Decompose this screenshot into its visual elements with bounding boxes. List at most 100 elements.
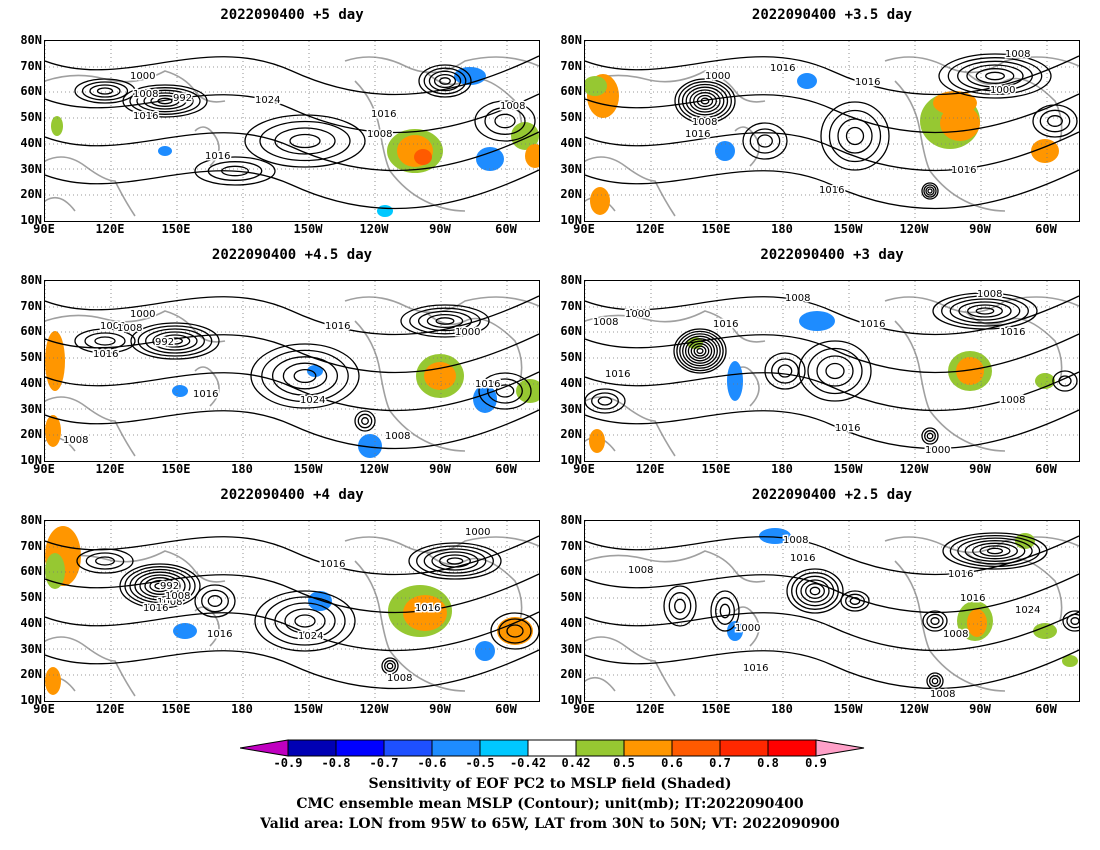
lon-tick-label: 150W — [833, 222, 863, 236]
shading-region — [51, 116, 63, 136]
contour-label: 1016 — [790, 553, 815, 564]
lat-tick-label: 70N — [20, 538, 42, 553]
lat-tick-label: 10N — [20, 692, 42, 707]
colorbar-tick-label: 0.7 — [709, 756, 731, 770]
contour-label: 1016 — [371, 109, 396, 120]
panel-title: 2022090400 +4 day — [220, 487, 364, 503]
lat-tick-label: 80N — [560, 273, 582, 287]
colorbar-tick-label: -0.7 — [369, 756, 399, 770]
colorbar-tick-label: 0.8 — [757, 756, 779, 770]
lat-tick-label: 30N — [20, 641, 42, 656]
lat-tick-label: 20N — [560, 187, 582, 202]
contour-label: 1016 — [1000, 327, 1025, 338]
lon-tick-label: 60W — [495, 462, 517, 476]
contour-label: 1016 — [415, 603, 440, 614]
lon-tick-label: 120W — [359, 462, 389, 476]
mslp-contours — [45, 295, 539, 450]
lon-tick-label: 90E — [33, 222, 55, 236]
sensitivity-shading — [585, 73, 1059, 215]
contour-label: 1008 — [387, 673, 412, 684]
map-panel: 1008 1008 1000 1016 1016 1016 1008 1000 1016 1016… — [584, 280, 1080, 462]
lon-tick-label: 90E — [573, 222, 595, 236]
lon-tick-label: 120W — [899, 222, 929, 236]
contour-label: 1000 — [625, 309, 650, 320]
map-canvas: 1008100010089921016101610241016101610081… — [45, 281, 539, 461]
lat-tick-label: 60N — [560, 84, 582, 99]
contour-labels: 1008 1008 1000 1016 1016 1016 1008 1000 1016 1016… — [592, 288, 1027, 458]
lon-tick-label: 180 — [771, 702, 793, 716]
contour-label: 1000 — [925, 445, 950, 456]
lat-tick-label: 80N — [20, 513, 42, 527]
lat-tick-label: 70N — [560, 538, 582, 553]
caption-line-2: CMC ensemble mean MSLP (Contour); unit(m… — [296, 796, 804, 812]
colorbar-segment — [671, 739, 721, 757]
colorbar-segment — [479, 739, 529, 757]
contour-label: 1024 — [255, 95, 280, 106]
shading-region — [497, 617, 533, 645]
lon-tick-label: 90W — [429, 222, 451, 236]
lat-tick-label: 30N — [20, 161, 42, 176]
panel-title: 2022090400 +3.5 day — [751, 7, 913, 23]
contour-label: 992 — [173, 93, 192, 104]
map-panel: 1000 1008 992 1016 1024 1016 1008 1008 1016 — [44, 40, 540, 222]
lat-tick-label: 40N — [20, 135, 42, 150]
shading-region — [797, 73, 817, 89]
lat-tick-label: 60N — [560, 324, 582, 339]
panel-title: 2022090400 +5 day — [220, 7, 364, 23]
contour-label: 1008 — [117, 323, 142, 334]
lat-tick-label: 60N — [20, 564, 42, 579]
shading-region — [173, 623, 197, 639]
contour-label: 1000 — [705, 71, 730, 82]
panel-title: 2022090400 +3 day — [760, 247, 904, 263]
map-canvas: 1008 1008 1016 1016 1000 1016 1024 1016 1008 1008 — [585, 521, 1079, 701]
mslp-contours — [45, 55, 539, 210]
lat-tick-label: 50N — [560, 110, 582, 125]
contour-label: 1016 — [143, 603, 168, 614]
lat-tick-label: 30N — [560, 401, 582, 416]
lat-tick-label: 40N — [20, 615, 42, 630]
contour-labels: 1008 1008 1016 1016 1000 1016 1024 1016 1008 1008 — [627, 534, 1042, 702]
shading-region — [516, 379, 539, 403]
contour-label: 1016 — [819, 185, 844, 196]
contour-label: 1016 — [713, 319, 738, 330]
shading-region — [307, 365, 323, 377]
contour-label: 1016 — [325, 321, 350, 332]
colorbar-low-arrow — [240, 739, 289, 757]
lat-tick-label: 70N — [20, 298, 42, 313]
shading-region — [308, 591, 332, 611]
contour-labels: 1000 1008 992 1016 1024 1016 1008 1008 1016 — [129, 70, 527, 164]
coastlines — [45, 536, 539, 697]
lat-tick-label: 10N — [20, 452, 42, 467]
lon-tick-label: 120E — [95, 222, 125, 236]
contour-label: 1016 — [193, 389, 218, 400]
lat-tick-label: 20N — [20, 667, 42, 682]
map-canvas: 1008 1008 1000 1016 1016 1016 1008 1000 1016 1016… — [585, 281, 1079, 461]
shading-region — [414, 149, 432, 165]
lat-tick-label: 60N — [20, 324, 42, 339]
shading-region — [589, 429, 605, 453]
shading-region — [403, 595, 447, 631]
lon-tick-label: 90W — [429, 462, 451, 476]
contour-label: 1000 — [130, 309, 155, 320]
contour-label: 1008 — [930, 689, 955, 700]
contour-label: 992 — [155, 337, 174, 348]
shading-region — [956, 357, 984, 385]
shading-region — [1062, 655, 1078, 667]
lat-tick-label: 40N — [560, 375, 582, 390]
lon-tick-label: 180 — [231, 702, 253, 716]
lon-tick-label: 60W — [1035, 222, 1057, 236]
shading-region — [525, 144, 539, 168]
colorbar-segment — [719, 739, 769, 757]
caption-line-3: Valid area: LON from 95W to 65W, LAT fro… — [260, 816, 840, 832]
caption-line-1: Sensitivity of EOF PC2 to MSLP field (Sh… — [368, 776, 732, 792]
lat-tick-label: 40N — [20, 375, 42, 390]
colorbar-tick-label: 0.5 — [613, 756, 635, 770]
map-panel: 1008 1008 1016 1016 1000 1016 1024 1016 1008 1008 — [584, 520, 1080, 702]
lon-tick-label: 150W — [293, 222, 323, 236]
contour-label: 1008 — [1000, 395, 1025, 406]
contour-label: 1016 — [770, 63, 795, 74]
lon-tick-label: 120W — [899, 462, 929, 476]
lat-tick-label: 70N — [20, 58, 42, 73]
lat-tick-label: 10N — [560, 212, 582, 227]
lon-tick-label: 120E — [95, 462, 125, 476]
